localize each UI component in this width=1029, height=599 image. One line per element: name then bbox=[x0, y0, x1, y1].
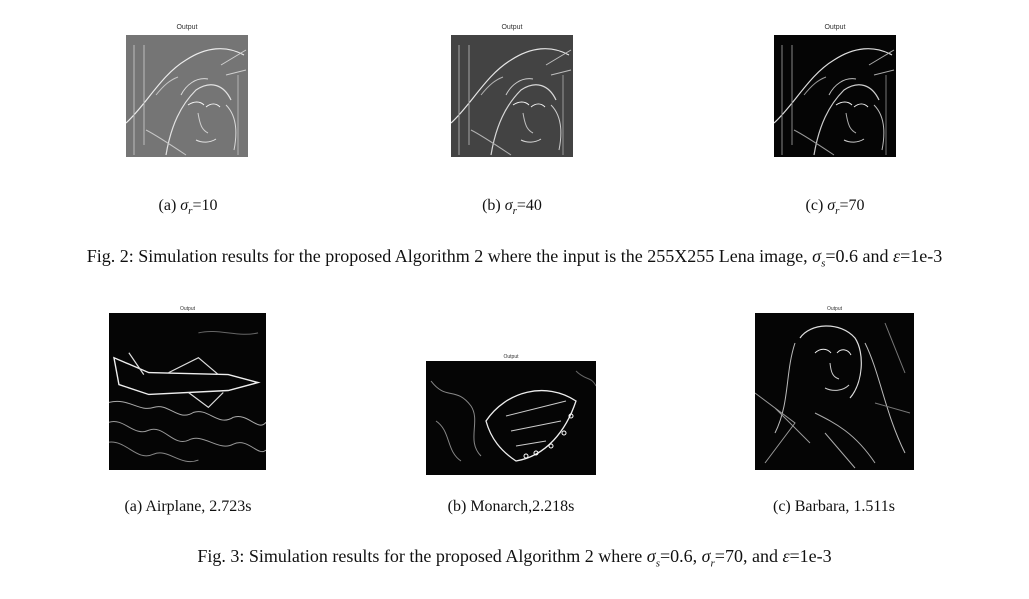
lena-output-image bbox=[126, 35, 248, 157]
sigma-symbol: σ bbox=[504, 197, 513, 214]
output-label: Output bbox=[826, 306, 842, 312]
figure-3-subcaption-b: (b) Monarch,2.218s bbox=[447, 498, 575, 515]
monarch-output-image bbox=[426, 361, 596, 475]
figure-3-caption: Fig. 3: Simulation results for the propo… bbox=[197, 546, 832, 570]
output-label: Output bbox=[176, 24, 198, 31]
sigma-symbol: σ bbox=[180, 197, 189, 214]
lena-output-image bbox=[774, 35, 896, 157]
figure-3-subcaption-a: (a) Airplane, 2.723s bbox=[124, 498, 252, 515]
barbara-output-image bbox=[755, 313, 914, 470]
figure-3-subcaption-c: (c) Barbara, 1.511s bbox=[772, 498, 896, 515]
figure-2-subcaption-a: (a) σr=10 bbox=[158, 197, 218, 218]
output-label: Output bbox=[179, 306, 195, 312]
output-label: Output bbox=[824, 24, 846, 31]
figure-2-subcaption-c: (c) σr=70 bbox=[805, 197, 865, 218]
output-label: Output bbox=[503, 354, 519, 360]
figure-2-caption: Fig. 2: Simulation results for the propo… bbox=[86, 246, 943, 270]
sigma-symbol: σ bbox=[827, 197, 836, 214]
lena-output-image bbox=[451, 35, 573, 157]
output-label: Output bbox=[501, 24, 523, 31]
airplane-output-image bbox=[109, 313, 266, 470]
figure-2-subcaption-b: (b) σr=40 bbox=[482, 197, 542, 218]
